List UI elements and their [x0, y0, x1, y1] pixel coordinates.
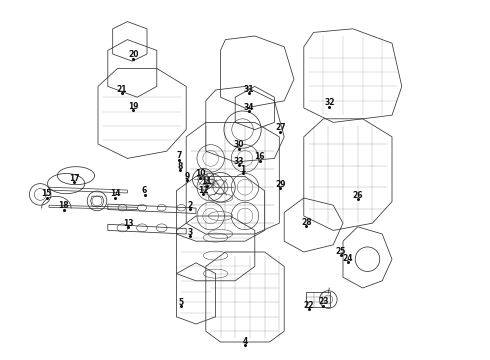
- Text: 25: 25: [335, 247, 346, 256]
- Text: 11: 11: [201, 177, 212, 186]
- Text: 34: 34: [244, 103, 254, 112]
- Text: 33: 33: [234, 157, 245, 166]
- Text: 8: 8: [178, 162, 183, 171]
- Text: 24: 24: [343, 254, 353, 263]
- Text: 15: 15: [41, 189, 52, 198]
- Text: 17: 17: [69, 174, 80, 183]
- Text: 12: 12: [198, 186, 209, 195]
- Bar: [306, 292, 330, 307]
- Text: 30: 30: [234, 140, 245, 149]
- Text: 26: 26: [352, 191, 363, 199]
- Text: 23: 23: [318, 297, 329, 306]
- Text: 32: 32: [324, 98, 335, 107]
- Text: 14: 14: [110, 189, 121, 198]
- Text: 19: 19: [128, 102, 139, 111]
- Text: 29: 29: [275, 180, 286, 189]
- Text: 28: 28: [301, 218, 312, 227]
- Text: 10: 10: [195, 169, 205, 178]
- Text: 13: 13: [123, 219, 134, 228]
- Text: 5: 5: [179, 298, 184, 307]
- Text: 20: 20: [128, 50, 139, 59]
- Text: 21: 21: [116, 85, 127, 94]
- Text: 7: 7: [176, 151, 181, 160]
- Text: 2: 2: [188, 201, 193, 210]
- Text: 6: 6: [142, 186, 147, 195]
- Text: 18: 18: [58, 202, 69, 210]
- Text: 31: 31: [244, 85, 254, 94]
- Text: 16: 16: [254, 152, 265, 161]
- Text: 3: 3: [188, 228, 193, 237]
- Text: 4: 4: [243, 337, 247, 346]
- Text: 1: 1: [240, 165, 245, 174]
- Text: 22: 22: [303, 301, 314, 310]
- Text: 27: 27: [275, 123, 286, 132]
- Text: 9: 9: [185, 172, 190, 181]
